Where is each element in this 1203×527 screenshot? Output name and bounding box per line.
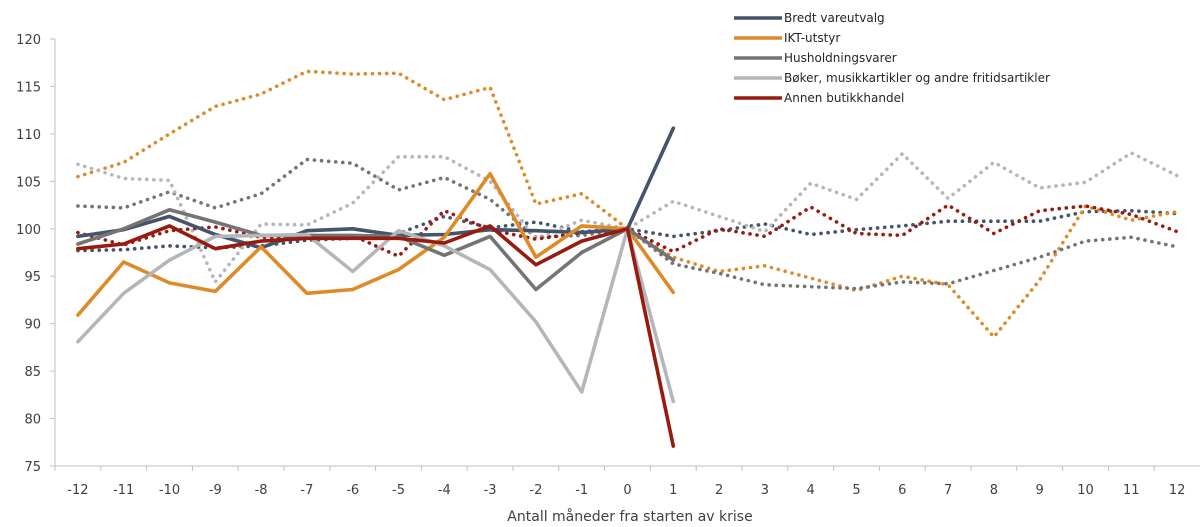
x-tick-label: -7 [300,483,313,498]
legend: Bredt vareutvalg IKT-utstyr Husholdningsva… [734,11,1050,105]
x-tick-label: -8 [255,483,268,498]
y-tick-label: 105 [16,175,41,190]
legend-label-ikt-utstyr: IKT-utstyr [784,31,840,45]
x-tick-label: 4 [807,483,815,498]
y-tick-label: 120 [16,33,41,48]
x-tick-label: 12 [1169,483,1186,498]
series-solid-husholdningsvarer [76,208,676,292]
x-tick-label: 5 [852,483,860,498]
y-tick-label: 75 [24,460,41,475]
y-tick-label: 110 [16,128,41,143]
x-tick-label: 7 [944,483,952,498]
x-tick-label: 8 [990,483,998,498]
x-tick-label: 10 [1077,483,1094,498]
dotted-series-layer [76,69,1179,339]
x-tick-label: -4 [438,483,451,498]
x-tick-label: -3 [484,483,497,498]
x-tick-label: 2 [715,483,723,498]
x-tick-label: -2 [529,483,542,498]
legend-label-bredt-vareutvalg: Bredt vareutvalg [784,11,885,25]
y-tick-label: 100 [16,223,41,238]
x-axis-title: Antall måneder fra starten av krise [507,508,752,525]
series-solid-bredt-vareutvalg [76,126,676,250]
x-tick-label: -5 [392,483,405,498]
x-tick-label: 9 [1036,483,1044,498]
series-solid-ikt-utstyr [76,171,676,317]
x-tick-label: -9 [209,483,222,498]
x-tick-label: 1 [669,483,677,498]
x-tick-label: 11 [1123,483,1140,498]
series-solid-boker-musikkartikler-og-andre-fritidsartikler [76,227,676,404]
x-tick-label: 3 [761,483,769,498]
x-tick-label: 0 [623,483,631,498]
legend-label-annen-butikkhandel: Annen butikkhandel [784,91,904,105]
x-tick-label: -10 [159,483,180,498]
legend-label-husholdningsvarer: Husholdningsvarer [784,51,897,65]
y-tick-label: 80 [24,413,41,428]
x-tick-label: -1 [575,483,588,498]
series-solid-annen-butikkhandel [76,224,676,448]
y-tick-label: 90 [24,318,41,333]
axes [50,38,1200,471]
legend-label-boker-musikkartikler-og-andre-fritidsartikler: Bøker, musikkartikler og andre fritidsar… [784,71,1050,85]
x-tick-label: -12 [67,483,88,498]
y-tick-label: 115 [16,80,41,95]
series-dotted-ikt-utstyr [76,69,1179,339]
x-tick-label: -6 [346,483,359,498]
y-tick-label: 95 [24,270,41,285]
x-tick-label: 6 [898,483,906,498]
x-tick-label: -11 [113,483,134,498]
solid-series-layer [76,126,676,448]
y-tick-label: 85 [24,365,41,380]
